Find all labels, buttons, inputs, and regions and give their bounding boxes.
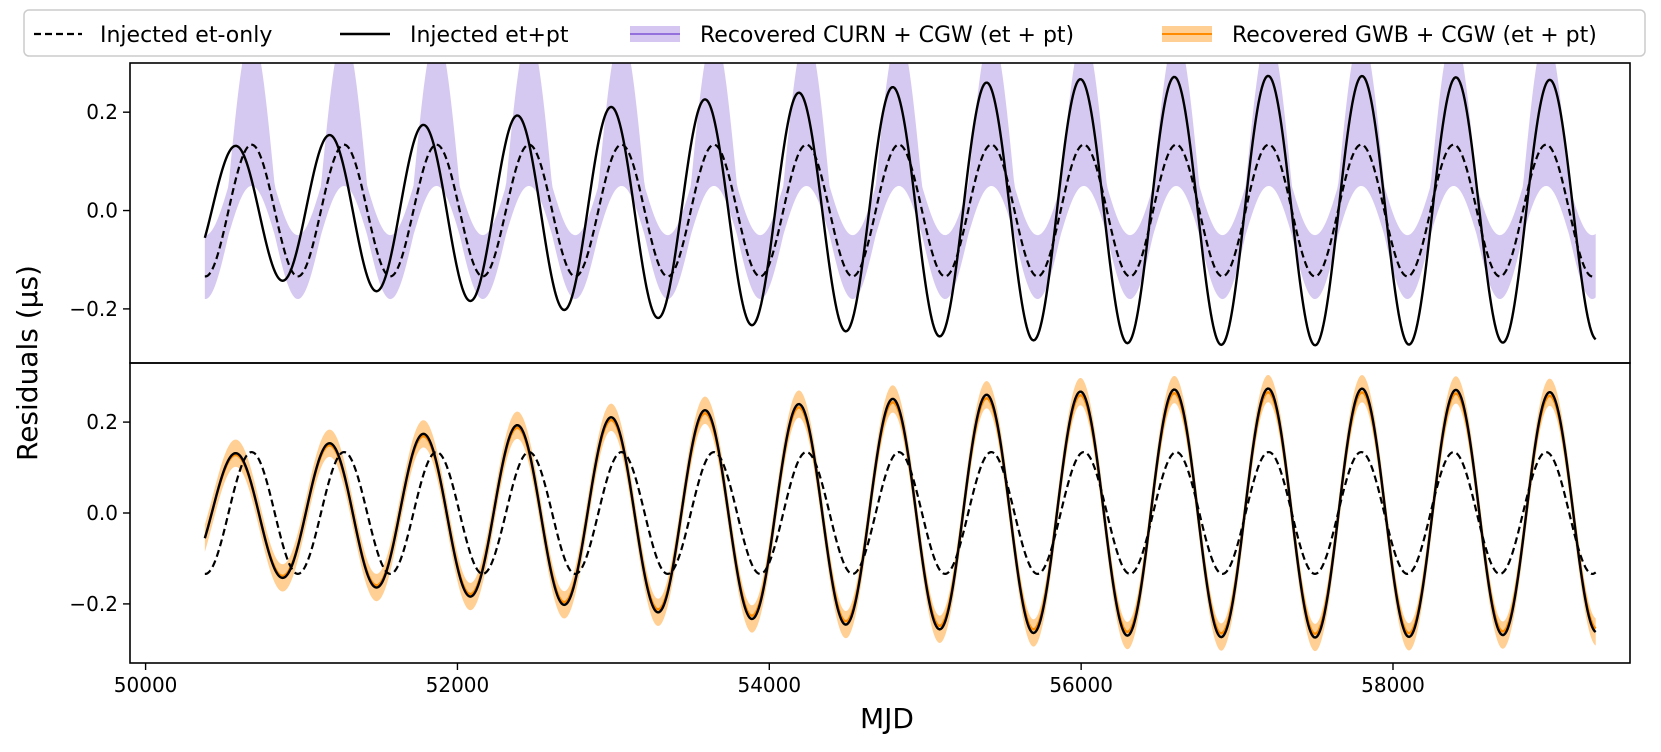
top-injected-et-pt-line: [203, 74, 1597, 347]
x-tick-label: 58000: [1361, 673, 1425, 697]
curn-cgw-band: [204, 63, 1596, 300]
x-tick-label: 50000: [114, 673, 178, 697]
legend-label-et-only: Injected et-only: [100, 23, 272, 48]
legend: Injected et-only Injected et+pt Recovere…: [23, 9, 1646, 57]
x-tick-label: 52000: [426, 673, 490, 697]
panel-top: −0.2 0.0 0.2: [69, 63, 1597, 347]
legend-entry-3: Recovered GWB + CGW (et + pt): [1162, 23, 1597, 48]
x-axis-title: MJD: [860, 702, 914, 735]
bottom-y-tick-label: −0.2: [69, 592, 118, 616]
top-y-tick-label: 0.0: [86, 199, 118, 223]
panel-bottom: −0.2 0.0 0.2: [69, 374, 1597, 652]
legend-entry-1: Injected et+pt: [340, 23, 569, 48]
x-axis: 50000 52000 54000 56000 58000: [114, 663, 1425, 697]
legend-entry-0: Injected et-only: [34, 23, 272, 48]
bottom-y-axis: −0.2 0.0 0.2: [69, 410, 130, 616]
x-tick-label: 56000: [1049, 673, 1113, 697]
legend-label-gwb: Recovered GWB + CGW (et + pt): [1232, 23, 1597, 48]
x-tick-label: 54000: [737, 673, 801, 697]
bottom-y-tick-label: 0.2: [86, 410, 118, 434]
bottom-injected-et-only-line: [204, 450, 1597, 576]
bottom-y-tick-label: 0.0: [86, 501, 118, 525]
y-axis-title: Residuals (μs): [11, 265, 44, 461]
top-y-axis: −0.2 0.0 0.2: [69, 100, 130, 321]
legend-entry-2: Recovered CURN + CGW (et + pt): [630, 23, 1074, 48]
bottom-panel-frame: [129, 362, 1631, 664]
top-y-tick-label: −0.2: [69, 297, 118, 321]
legend-label-et-pt: Injected et+pt: [410, 23, 569, 48]
top-y-tick-label: 0.2: [86, 100, 118, 124]
legend-frame: [23, 9, 1646, 57]
bottom-injected-et-pt-line: [203, 387, 1597, 639]
legend-label-curn: Recovered CURN + CGW (et + pt): [700, 23, 1074, 48]
